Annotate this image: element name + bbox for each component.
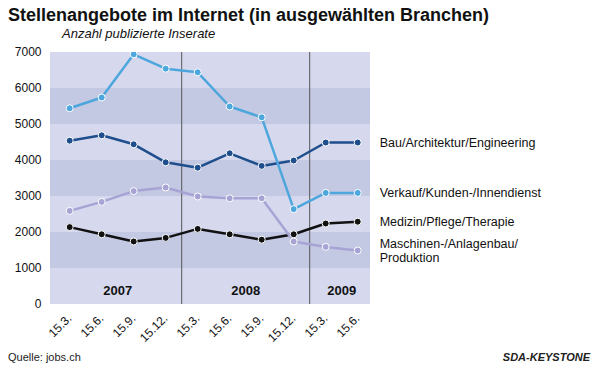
svg-text:2008: 2008	[231, 283, 260, 298]
svg-text:15.12.: 15.12.	[265, 311, 298, 344]
svg-text:2007: 2007	[103, 283, 132, 298]
svg-text:15.12.: 15.12.	[137, 311, 170, 344]
html-text:Quelle: jobs.ch: Quelle: jobs.ch	[8, 351, 81, 363]
svg-text:2000: 2000	[15, 225, 42, 239]
svg-text:15.3.: 15.3.	[46, 311, 75, 340]
html-text:SDA-KEYSTONE: SDA-KEYSTONE	[502, 351, 590, 363]
svg-text:15.3.: 15.3.	[302, 311, 331, 340]
html-text:Anzahl publizierte Inserate: Anzahl publizierte Inserate	[62, 26, 216, 41]
svg-text:0: 0	[35, 297, 42, 311]
svg-text:Maschinen-/Anlagenbau/Produkti: Maschinen-/Anlagenbau/Produktion	[380, 237, 519, 265]
svg-text:Bau/Architektur/Engineering: Bau/Architektur/Engineering	[380, 136, 536, 150]
svg-text:1000: 1000	[15, 261, 42, 275]
svg-text:15.6.: 15.6.	[206, 311, 235, 340]
svg-text:15.9.: 15.9.	[238, 311, 267, 340]
svg-text:15.9.: 15.9.	[110, 311, 139, 340]
svg-text:3000: 3000	[15, 189, 42, 203]
svg-text:Medizin/Pflege/Therapie: Medizin/Pflege/Therapie	[380, 215, 515, 229]
html-text:Stellenangebote im Internet (i: Stellenangebote im Internet (in ausgewäh…	[8, 5, 490, 25]
svg-text:7000: 7000	[15, 45, 42, 59]
svg-text:2009: 2009	[327, 283, 356, 298]
svg-text:5000: 5000	[15, 117, 42, 131]
svg-text:Verkauf/Kunden-/Innendienst: Verkauf/Kunden-/Innendienst	[380, 186, 542, 200]
svg-text:15.3.: 15.3.	[174, 311, 203, 340]
svg-text:6000: 6000	[15, 81, 42, 95]
svg-text:15.6.: 15.6.	[78, 311, 107, 340]
svg-text:15.6.: 15.6.	[334, 311, 363, 340]
svg-text:4000: 4000	[15, 153, 42, 167]
